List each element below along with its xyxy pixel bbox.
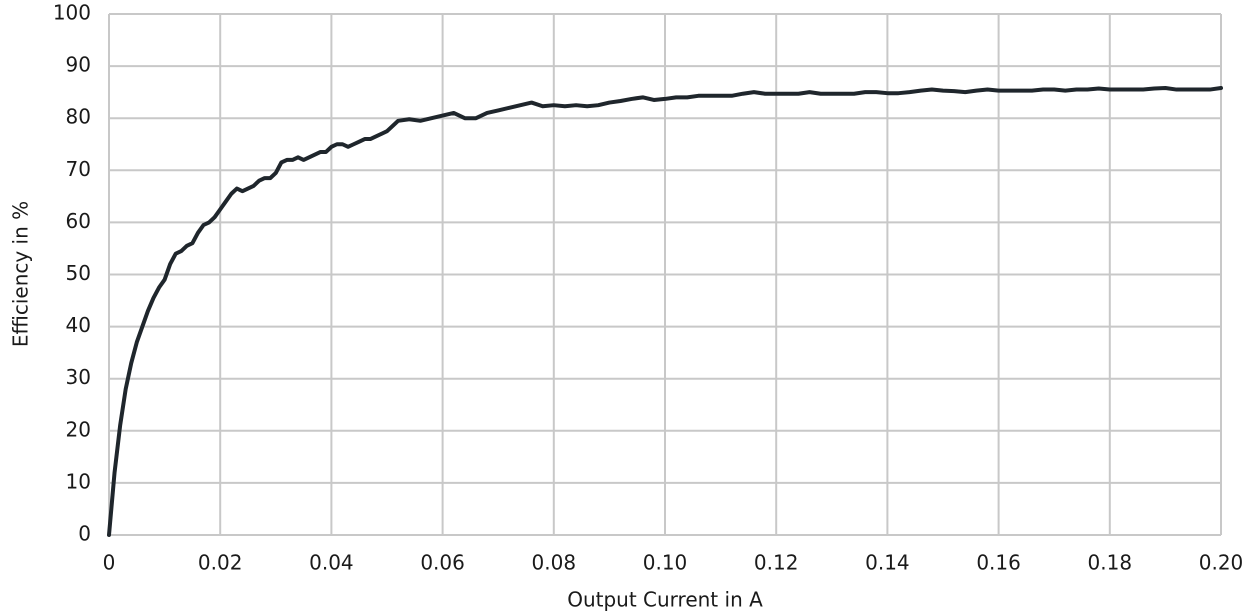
y-tick-label: 70 xyxy=(66,157,91,181)
x-tick-label: 0 xyxy=(103,551,116,575)
x-tick-label: 0.12 xyxy=(754,551,799,575)
x-tick-label: 0.04 xyxy=(309,551,354,575)
y-tick-label: 30 xyxy=(66,365,91,389)
x-tick-label: 0.20 xyxy=(1199,551,1244,575)
x-tick-label: 0.14 xyxy=(865,551,910,575)
x-axis-label: Output Current in A xyxy=(567,588,763,612)
y-tick-label: 80 xyxy=(66,105,91,129)
x-tick-label: 0.10 xyxy=(643,551,688,575)
x-tick-label: 0.02 xyxy=(198,551,243,575)
y-tick-label: 50 xyxy=(66,261,91,285)
x-tick-label: 0.16 xyxy=(976,551,1021,575)
x-tick-label: 0.08 xyxy=(532,551,577,575)
x-tick-label: 0.06 xyxy=(420,551,465,575)
y-tick-label: 100 xyxy=(53,1,91,25)
data-line xyxy=(107,85,1223,537)
y-tick-label: 90 xyxy=(66,53,91,77)
y-axis-label: Efficiency in % xyxy=(9,201,33,347)
y-tick-label: 10 xyxy=(66,469,91,493)
x-tick-label: 0.18 xyxy=(1088,551,1133,575)
y-tick-label: 60 xyxy=(66,209,91,233)
y-tick-label: 20 xyxy=(66,417,91,441)
y-tick-label: 0 xyxy=(78,522,91,546)
y-tick-label: 40 xyxy=(66,313,91,337)
